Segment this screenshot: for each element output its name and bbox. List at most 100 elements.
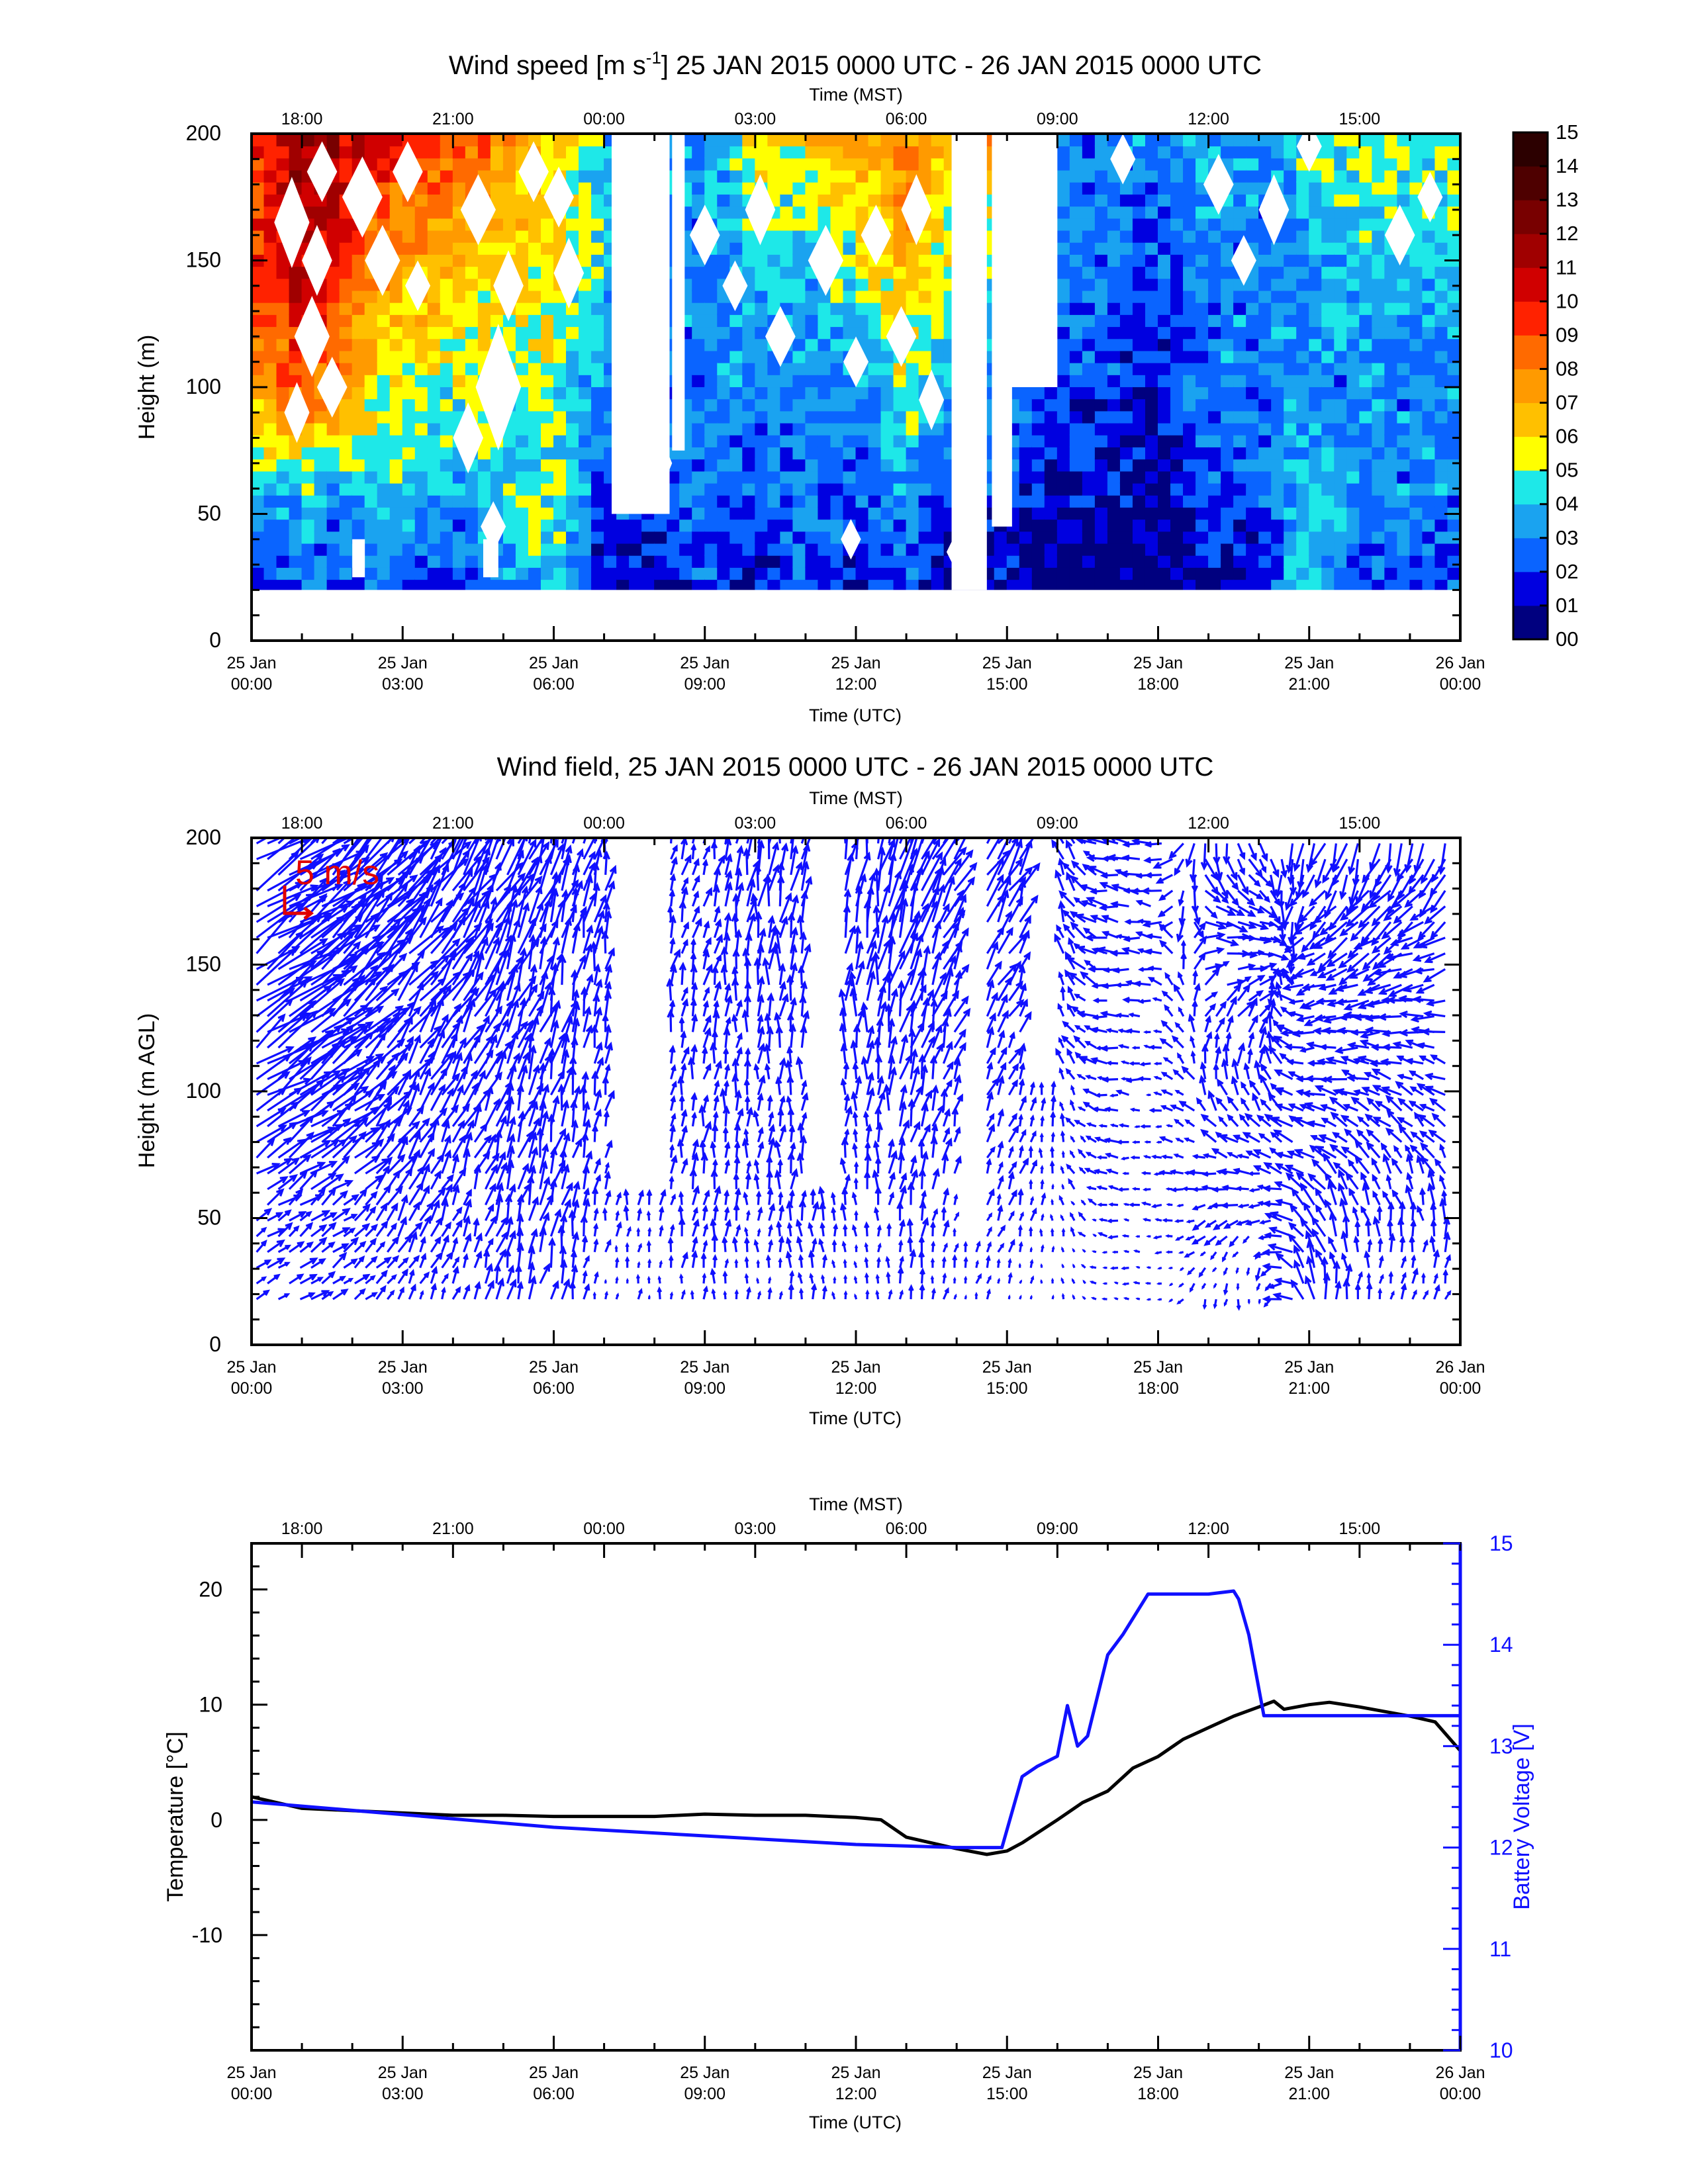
speed-cell [1221,567,1235,580]
speed-cell [729,386,743,400]
speed-cell [1334,518,1348,532]
speed-cell [591,217,605,231]
speed-cell [1170,458,1184,472]
wind-vector [441,1287,446,1300]
speed-cell [780,302,794,315]
speed-cell [1434,265,1448,279]
speed-cell [1082,506,1096,520]
speed-cell [352,277,366,291]
speed-cell [1145,362,1159,375]
speed-cell [1397,265,1411,279]
speed-cell [1372,446,1385,460]
speed-cell [1334,349,1348,363]
wind-vector [365,1138,385,1159]
speed-cell [377,338,391,351]
speed-cell [1246,217,1260,231]
speed-cell [855,506,870,520]
speed-cell [591,434,605,448]
speed-cell [1183,494,1197,508]
speed-cell [1372,145,1385,159]
speed-cell [893,134,908,147]
speed-cell [906,458,920,472]
wind-vector [441,838,456,860]
speed-cell [402,410,416,424]
speed-cell [1422,145,1436,159]
speed-cell [780,410,794,424]
speed-cell [1031,422,1046,435]
speed-cell [389,518,404,532]
speed-cell [868,422,882,435]
speed-cell [1145,446,1159,460]
missing-data-diamond [1417,171,1443,223]
speed-cell [1258,530,1272,544]
speed-cell [818,494,831,508]
speed-cell [780,458,794,472]
speed-cell [1094,302,1109,315]
speed-cell [1397,169,1411,183]
speed-cell [326,326,341,340]
speed-cell [1069,290,1084,303]
speed-cell [1271,434,1285,448]
speed-cell [1069,446,1084,460]
speed-cell [377,169,391,183]
speed-cell [1422,265,1436,279]
speed-cell [1296,555,1310,568]
speed-cell [414,205,429,219]
speed-cell [1119,422,1134,435]
speed-cell [906,398,920,412]
speed-cell [830,193,844,207]
speed-cell [742,326,756,340]
speed-cell [414,326,429,340]
speed-cell [1056,362,1071,375]
speed-cell [1233,422,1247,435]
speed-cell [1119,555,1134,568]
speed-cell [729,157,743,171]
speed-cell [427,578,442,592]
wind-speed-top-ticks: 18:00 21:00 00:00 03:00 06:00 09:00 12:00 15:00 [281,110,1380,128]
speed-cell [1359,374,1373,388]
speed-cell [339,338,353,351]
speed-cell [1119,314,1134,328]
speed-cell [1372,422,1385,435]
speed-cell [263,169,278,183]
speed-cell [641,530,655,544]
speed-cell [830,398,844,412]
speed-cell [579,506,592,520]
speed-cell [1284,578,1297,592]
speed-cell [704,555,718,568]
speed-cell [1296,302,1310,315]
speed-cell [1170,242,1184,255]
speed-cell [692,326,706,340]
speed-cell [742,410,756,424]
speed-cell [452,543,467,556]
speed-cell [1082,458,1096,472]
speed-cell [1221,422,1235,435]
wind-vector [430,1265,438,1284]
speed-cell [1384,470,1398,484]
wind-vector [332,1007,374,1033]
speed-cell [717,555,731,568]
wind-vector [441,1273,449,1285]
speed-cell [326,145,341,159]
speed-cell [755,410,769,424]
wind-vector [495,838,507,860]
speed-cell [1107,422,1121,435]
speed-cell [566,458,580,472]
speed-cell [1170,422,1184,435]
speed-cell [1196,470,1209,484]
speed-cell [1183,265,1197,279]
speed-cell [1321,349,1335,363]
speed-cell [1397,555,1411,568]
wind-vector [506,1133,516,1158]
speed-cell [1447,277,1460,291]
speed-cell [1221,434,1235,448]
speed-cell [1056,434,1071,448]
speed-cell [1271,470,1285,484]
speed-cell [1397,326,1411,340]
speed-cell [1447,410,1460,424]
speed-cell [1094,265,1109,279]
wind-vector [419,897,443,938]
speed-cell [830,302,844,315]
